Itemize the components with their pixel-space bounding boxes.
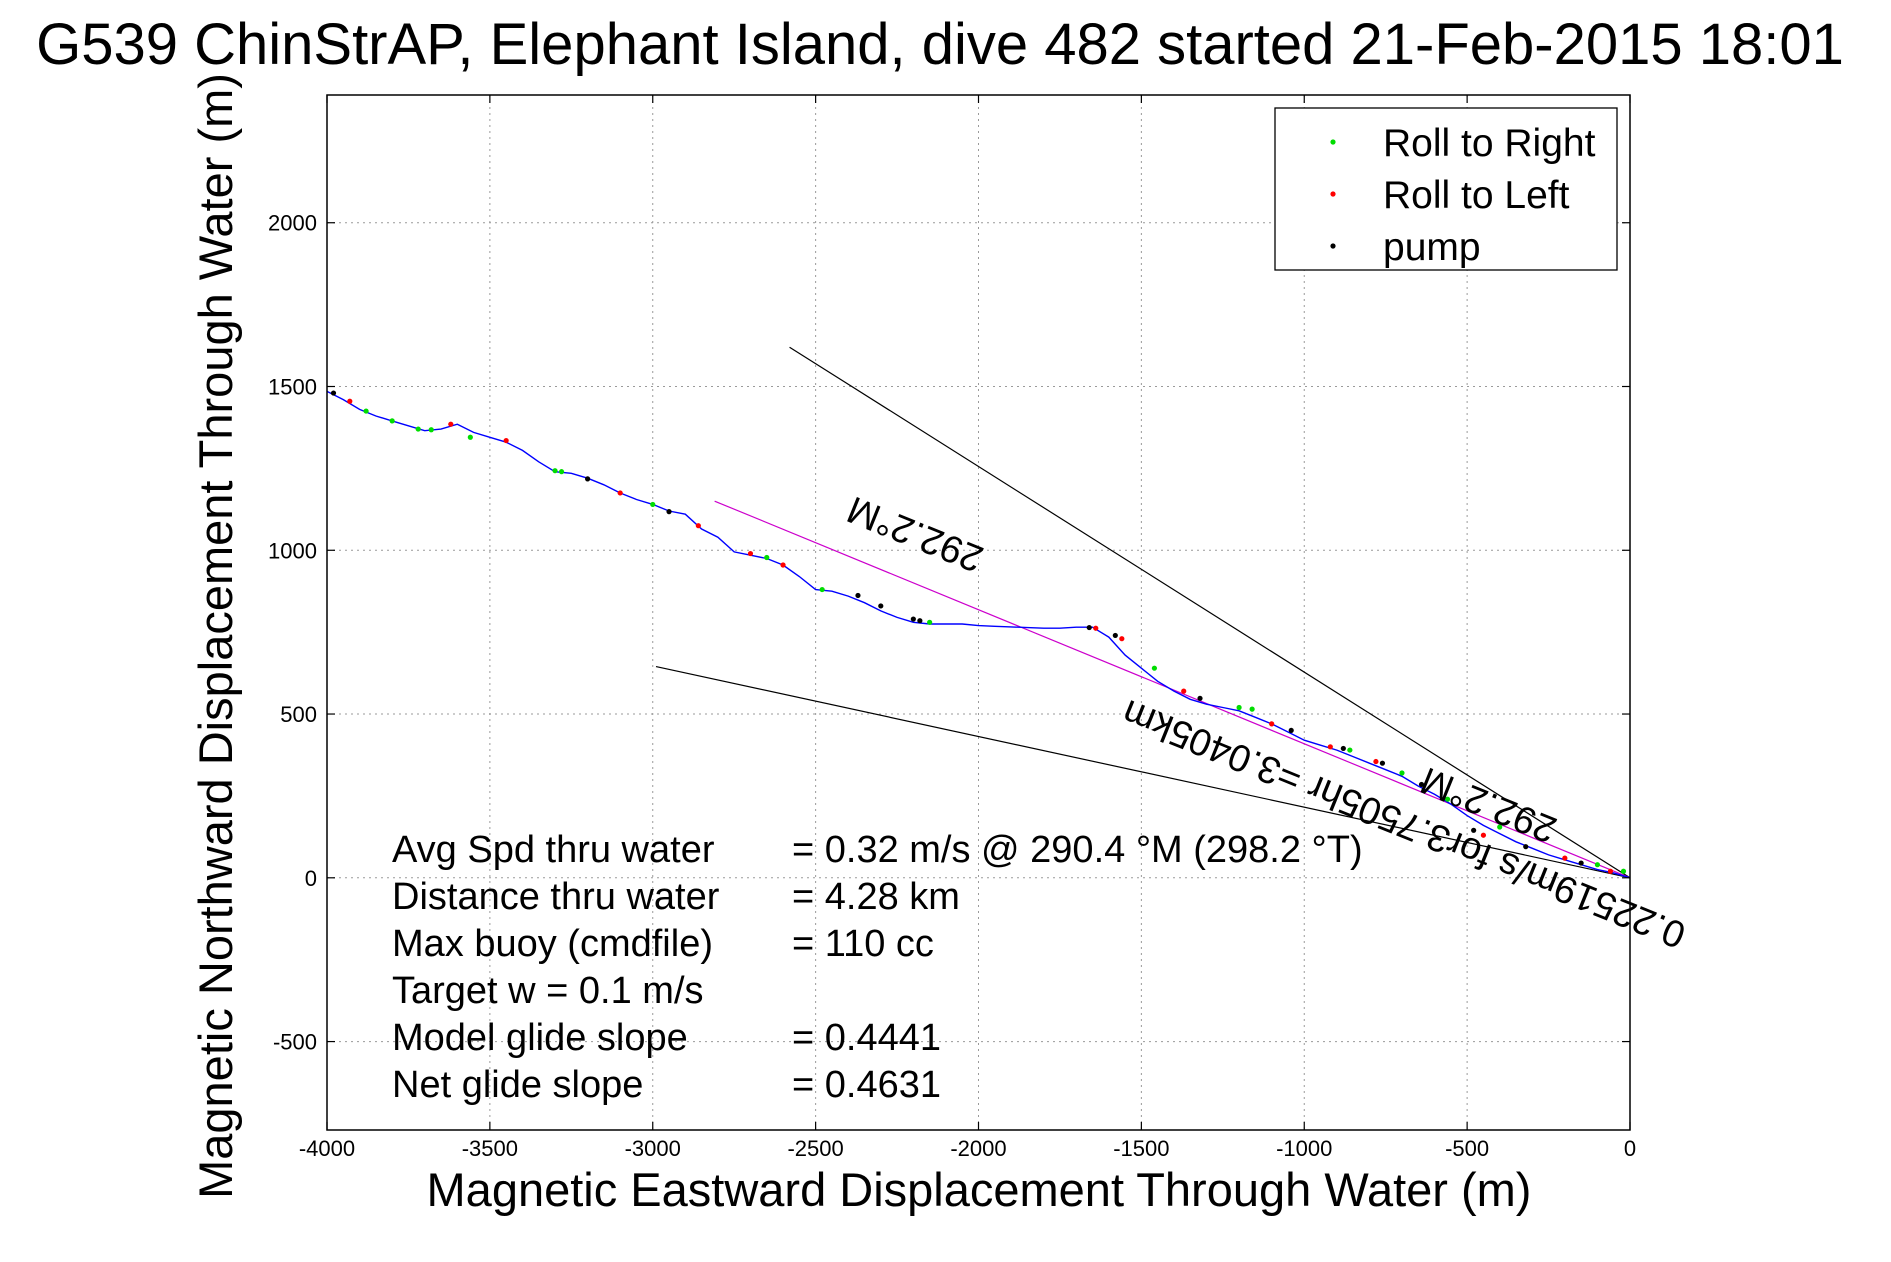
data-point bbox=[1373, 758, 1379, 765]
data-point bbox=[1480, 832, 1487, 838]
data-point bbox=[585, 476, 591, 482]
legend: Roll to Right Roll to Left pump bbox=[1274, 107, 1618, 271]
data-point bbox=[1594, 862, 1601, 868]
annotation-label: Distance thru water bbox=[392, 876, 720, 918]
data-point bbox=[1471, 827, 1477, 833]
chart-title: G539 ChinStrAP, Elephant Island, dive 48… bbox=[36, 12, 1844, 77]
legend-marker bbox=[1330, 243, 1336, 249]
data-point bbox=[1340, 745, 1346, 752]
data-point bbox=[1523, 844, 1529, 850]
data-point bbox=[363, 408, 369, 414]
data-point bbox=[415, 426, 421, 432]
data-point bbox=[695, 523, 701, 529]
y-tick-label: 1500 bbox=[268, 375, 317, 400]
data-point bbox=[855, 592, 861, 599]
data-point bbox=[1578, 860, 1584, 866]
annotation-label: Model glide slope bbox=[392, 1017, 688, 1059]
legend-entry: Roll to Right bbox=[1383, 122, 1596, 165]
legend-box bbox=[1274, 107, 1618, 271]
data-point bbox=[1444, 796, 1451, 802]
data-point bbox=[1093, 625, 1099, 631]
x-tick-label: -3500 bbox=[462, 1136, 518, 1161]
data-point bbox=[1347, 747, 1353, 753]
legend-marker bbox=[1330, 191, 1336, 197]
x-tick-label: -4000 bbox=[299, 1136, 355, 1161]
data-point bbox=[819, 586, 825, 593]
annotation-value: = 0.32 m/s @ 290.4 °M (298.2 °T) bbox=[792, 829, 1363, 871]
data-point bbox=[1236, 704, 1242, 711]
data-point bbox=[1327, 744, 1333, 750]
x-tick-label: 0 bbox=[1624, 1136, 1636, 1161]
data-point bbox=[1181, 688, 1187, 694]
x-tick-label: -2500 bbox=[787, 1136, 843, 1161]
track-line bbox=[326, 390, 1631, 879]
data-point bbox=[1607, 868, 1614, 874]
annotation-value: = 4.28 km bbox=[792, 876, 960, 918]
data-point bbox=[330, 390, 337, 396]
data-point bbox=[1119, 636, 1125, 642]
y-tick-label: 1000 bbox=[268, 538, 317, 563]
y-tick-label: -500 bbox=[273, 1030, 317, 1055]
data-point bbox=[1197, 695, 1203, 701]
data-point bbox=[448, 421, 454, 427]
x-tick-label: -3000 bbox=[625, 1136, 681, 1161]
x-tick-label: -500 bbox=[1445, 1136, 1489, 1161]
data-point bbox=[1497, 824, 1503, 830]
legend-entry: Roll to Left bbox=[1383, 174, 1570, 217]
x-tick-label: -2000 bbox=[950, 1136, 1006, 1161]
data-point bbox=[467, 434, 473, 440]
data-point bbox=[1418, 781, 1425, 788]
data-point bbox=[558, 469, 565, 475]
reference-line bbox=[789, 346, 1631, 879]
y-tick-label: 2000 bbox=[268, 211, 317, 236]
data-point bbox=[666, 509, 672, 515]
data-point bbox=[764, 554, 770, 561]
data-point bbox=[1562, 855, 1568, 861]
annotation-value: = 0.4631 bbox=[792, 1064, 941, 1106]
data-point bbox=[910, 616, 916, 622]
y-axis-label: Magnetic Northward Displacement Through … bbox=[189, 73, 242, 1199]
data-point bbox=[1249, 706, 1255, 712]
data-point bbox=[927, 619, 933, 625]
annotation-value: = 0.4441 bbox=[792, 1017, 941, 1059]
annotation-label: Target w = 0.1 m/s bbox=[392, 970, 704, 1012]
reference-line bbox=[655, 665, 1631, 879]
data-point bbox=[1288, 727, 1294, 734]
data-point bbox=[389, 418, 395, 424]
data-point bbox=[503, 437, 509, 444]
data-point bbox=[1086, 624, 1092, 631]
data-point bbox=[428, 427, 434, 433]
data-point bbox=[1399, 770, 1405, 776]
legend-marker bbox=[1330, 139, 1336, 145]
y-tick-label: 500 bbox=[280, 702, 317, 727]
data-point bbox=[1112, 632, 1118, 639]
data-point bbox=[1379, 760, 1386, 766]
data-point bbox=[1151, 665, 1158, 671]
annotation-label: Max buoy (cmdfile) bbox=[392, 923, 713, 965]
data-point bbox=[878, 603, 884, 609]
data-point bbox=[917, 618, 923, 624]
annotation-label: Avg Spd thru water bbox=[392, 829, 715, 871]
data-point bbox=[650, 501, 656, 508]
data-point bbox=[747, 550, 754, 557]
data-point bbox=[552, 468, 558, 474]
x-tick-label: -1500 bbox=[1113, 1136, 1169, 1161]
data-point bbox=[347, 398, 353, 404]
annotation-label: Net glide slope bbox=[392, 1064, 643, 1106]
stats-annotations: Avg Spd thru water = 0.32 m/s @ 290.4 °M … bbox=[392, 829, 1363, 1106]
y-tick-label: 0 bbox=[305, 866, 317, 891]
data-point bbox=[1620, 868, 1627, 874]
legend-entry: pump bbox=[1383, 226, 1481, 269]
data-point bbox=[617, 490, 623, 496]
x-axis-label: Magnetic Eastward Displacement Through W… bbox=[427, 1163, 1532, 1216]
data-point bbox=[780, 562, 786, 568]
x-tick-label: -1000 bbox=[1276, 1136, 1332, 1161]
data-point bbox=[1269, 721, 1275, 727]
data-series bbox=[326, 390, 1631, 879]
annotation-value: = 110 cc bbox=[792, 923, 934, 965]
axis-ticks: -4000 -3500 -3000 -2500 -2000 -1500 -1000 -500 0… bbox=[268, 95, 1636, 1161]
